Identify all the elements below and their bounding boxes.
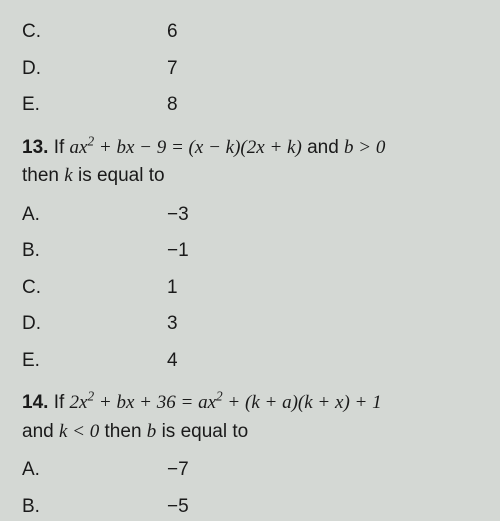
question-14: 14. If 2x2 + bx + 36 = ax2 + (k + a)(k +… [22, 389, 478, 446]
option-value: −7 [167, 456, 189, 485]
question-text: If [54, 137, 70, 158]
option-letter: A. [22, 456, 167, 485]
option-letter: D. [22, 310, 167, 339]
question-condition: b > 0 [344, 137, 385, 158]
option-letter: B. [22, 493, 167, 521]
question-number: 14. [22, 392, 48, 413]
option-letter: C. [22, 18, 167, 47]
question-number: 13. [22, 137, 48, 158]
option-value: 8 [167, 91, 178, 120]
option-value: 4 [167, 347, 178, 376]
option-letter: E. [22, 347, 167, 376]
question-text: and [22, 421, 59, 442]
option-letter: D. [22, 55, 167, 84]
question-equation: ax2 + bx − 9 = (x − k)(2x + k) [70, 137, 302, 158]
q13-option-row: E. 4 [22, 347, 478, 376]
q14-option-row: B. −5 [22, 493, 478, 521]
question-text: If [54, 392, 70, 413]
q13-option-row: D. 3 [22, 310, 478, 339]
option-letter: B. [22, 237, 167, 266]
option-value: −1 [167, 237, 189, 266]
prev-option-row: E. 8 [22, 91, 478, 120]
option-value: −5 [167, 493, 189, 521]
question-text: is equal to [78, 165, 165, 186]
prev-option-row: D. 7 [22, 55, 478, 84]
question-text: is equal to [162, 421, 249, 442]
question-13: 13. If ax2 + bx − 9 = (x − k)(2x + k) an… [22, 134, 478, 191]
option-letter: A. [22, 201, 167, 230]
option-letter: E. [22, 91, 167, 120]
q13-option-row: C. 1 [22, 274, 478, 303]
option-value: 1 [167, 274, 178, 303]
option-letter: C. [22, 274, 167, 303]
option-value: −3 [167, 201, 189, 230]
q13-option-row: B. −1 [22, 237, 478, 266]
option-value: 6 [167, 18, 178, 47]
question-variable: k [64, 165, 72, 186]
question-text: then [105, 421, 147, 442]
question-condition: k < 0 [59, 421, 99, 442]
question-text: and [307, 137, 344, 158]
question-variable: b [147, 421, 157, 442]
q14-option-row: A. −7 [22, 456, 478, 485]
question-equation: 2x2 + bx + 36 = ax2 + (k + a)(k + x) + 1 [70, 392, 382, 413]
option-value: 7 [167, 55, 178, 84]
option-value: 3 [167, 310, 178, 339]
q13-option-row: A. −3 [22, 201, 478, 230]
question-text: then [22, 165, 64, 186]
prev-option-row: C. 6 [22, 18, 478, 47]
